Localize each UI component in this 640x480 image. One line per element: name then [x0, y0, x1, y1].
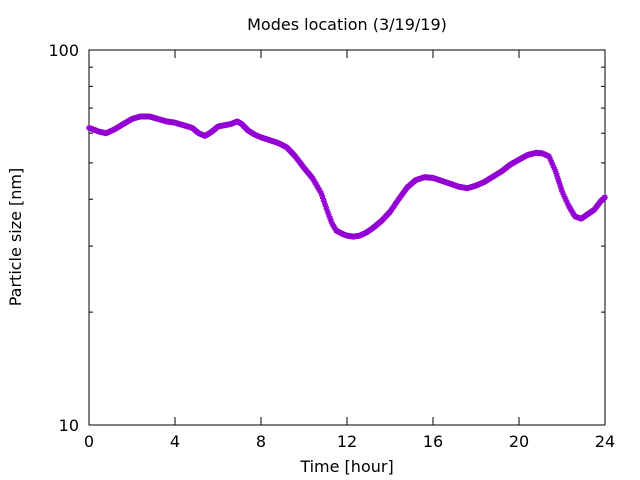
data-point: [564, 200, 571, 207]
y-axis: Particle size [nm] 10 100: [6, 41, 605, 435]
data-point: [319, 192, 326, 199]
data-point: [328, 218, 335, 225]
data-point: [563, 198, 570, 205]
data-point: [327, 215, 334, 222]
x-axis-label: Time [hour]: [299, 457, 393, 476]
data-point: [560, 191, 567, 198]
data-point: [321, 200, 328, 207]
x-tick-label: 4: [170, 432, 180, 451]
x-tick-label: 16: [423, 432, 443, 451]
data-point: [562, 195, 569, 202]
data-point: [557, 183, 564, 190]
y-tick-label: 100: [48, 41, 79, 60]
data-point: [556, 180, 563, 187]
x-tick-label: 12: [337, 432, 357, 451]
x-tick-label: 8: [256, 432, 266, 451]
y-axis-label: Particle size [nm]: [6, 168, 25, 307]
data-point: [563, 197, 570, 204]
data-point: [561, 193, 568, 200]
data-point: [320, 198, 327, 205]
data-point: [551, 166, 558, 173]
data-point: [324, 208, 331, 215]
x-tick-label: 24: [595, 432, 615, 451]
data-point: [554, 173, 561, 180]
data-point: [546, 153, 553, 160]
data-point: [550, 164, 557, 171]
data-point: [326, 213, 333, 220]
data-point: [547, 157, 554, 164]
data-point: [323, 206, 330, 213]
data-point: [549, 160, 556, 167]
data-point: [550, 162, 557, 169]
data-point: [546, 155, 553, 162]
plot-frame: [88, 49, 606, 426]
data-point: [559, 190, 566, 197]
data-point: [552, 168, 559, 175]
chart-title: Modes location (3/19/19): [247, 15, 447, 34]
data-point: [318, 190, 325, 197]
data-point: [548, 159, 555, 166]
data-point: [602, 194, 608, 201]
data-series: [86, 113, 608, 240]
data-point: [554, 175, 561, 182]
x-ticks: 0 4 8 12 16 20 24: [84, 50, 615, 451]
data-point: [322, 203, 329, 210]
data-point: [553, 170, 560, 177]
data-point: [555, 178, 562, 185]
y-ticks: 10 100: [48, 41, 605, 435]
data-point: [320, 195, 327, 202]
data-point: [325, 211, 332, 218]
data-point: [559, 188, 565, 195]
x-axis: Time [hour] 0 4 8 12 16 20 24: [84, 50, 615, 476]
x-tick-label: 20: [509, 432, 529, 451]
x-tick-label: 0: [84, 432, 94, 451]
data-point: [558, 185, 565, 192]
y-tick-label: 10: [59, 416, 79, 435]
